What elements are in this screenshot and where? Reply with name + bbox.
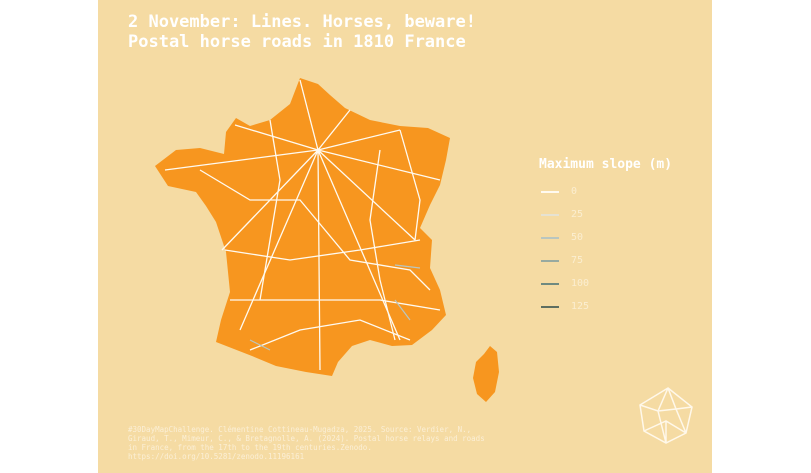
star-polyhedron-logo-icon bbox=[639, 387, 693, 444]
legend: Maximum slope (m) 0 25 50 75 100 125 bbox=[539, 157, 672, 318]
legend-item: 50 bbox=[539, 226, 672, 249]
title-line-2: Postal horse roads in 1810 France bbox=[128, 32, 466, 52]
title-line-1: 2 November: Lines. Horses, beware! bbox=[128, 12, 476, 32]
legend-swatch bbox=[541, 305, 559, 308]
legend-item: 75 bbox=[539, 249, 672, 272]
legend-item: 25 bbox=[539, 203, 672, 226]
legend-swatch bbox=[541, 190, 559, 193]
legend-label: 125 bbox=[571, 301, 590, 312]
legend-label: 75 bbox=[571, 255, 584, 266]
legend-item: 0 bbox=[539, 180, 672, 203]
legend-label: 100 bbox=[571, 278, 590, 289]
legend-swatch bbox=[541, 259, 559, 262]
legend-label: 25 bbox=[571, 209, 584, 220]
legend-swatch bbox=[541, 236, 559, 239]
legend-label: 50 bbox=[571, 232, 584, 243]
legend-item: 100 bbox=[539, 272, 672, 295]
mainland-france bbox=[155, 78, 450, 376]
legend-swatch bbox=[541, 213, 559, 216]
legend-swatch bbox=[541, 282, 559, 285]
legend-item: 125 bbox=[539, 295, 672, 318]
source-caption: #30DayMapChallenge. Clémentine Cottineau… bbox=[128, 425, 485, 461]
legend-title: Maximum slope (m) bbox=[539, 157, 673, 172]
legend-label: 0 bbox=[571, 186, 578, 197]
corsica bbox=[473, 346, 499, 402]
postal-roads-sloped bbox=[249, 264, 421, 351]
postal-roads bbox=[164, 79, 441, 371]
